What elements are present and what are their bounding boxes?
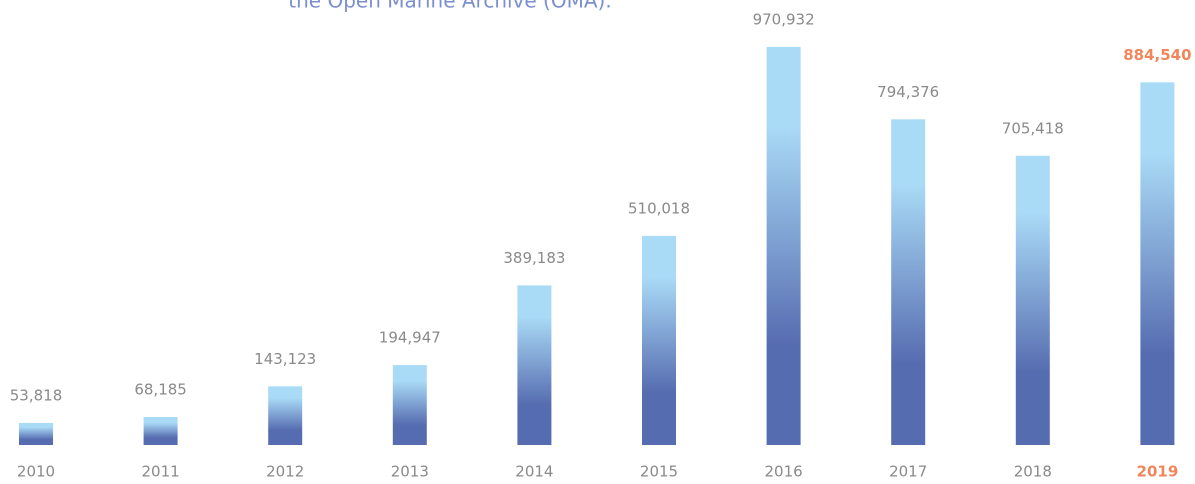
bar [891,119,926,445]
x-tick-label: 2010 [17,463,55,481]
value-label: 794,376 [877,83,939,101]
value-label: 143,123 [254,350,316,368]
x-tick-label: 2011 [142,463,180,481]
x-tick-label: 2017 [889,463,927,481]
bar [19,422,53,445]
bar [143,417,178,445]
value-label: 884,540 [1123,46,1191,64]
x-tick-label: 2015 [640,463,678,481]
value-label: 389,183 [503,249,565,267]
bar [268,386,303,445]
x-tick-label: 2012 [266,463,304,481]
x-tick-label: 2018 [1014,463,1052,481]
bar [1015,155,1050,445]
x-tick-label: 2019 [1137,463,1179,481]
x-tick-label: 2013 [391,463,429,481]
value-label: 970,932 [753,10,815,28]
bar [392,365,427,445]
value-label: 510,018 [628,199,690,217]
bar [1140,82,1175,446]
chart-subtitle: the Open Marine Archive (OMA). [288,0,611,13]
x-tick-label: 2014 [515,463,553,481]
value-label: 705,418 [1002,119,1064,137]
bar [517,285,552,445]
value-label: 53,818 [10,386,63,404]
value-label: 68,185 [134,381,187,399]
x-tick-label: 2016 [765,463,803,481]
bar [642,235,676,445]
value-label: 194,947 [379,329,441,347]
bar [766,46,801,446]
